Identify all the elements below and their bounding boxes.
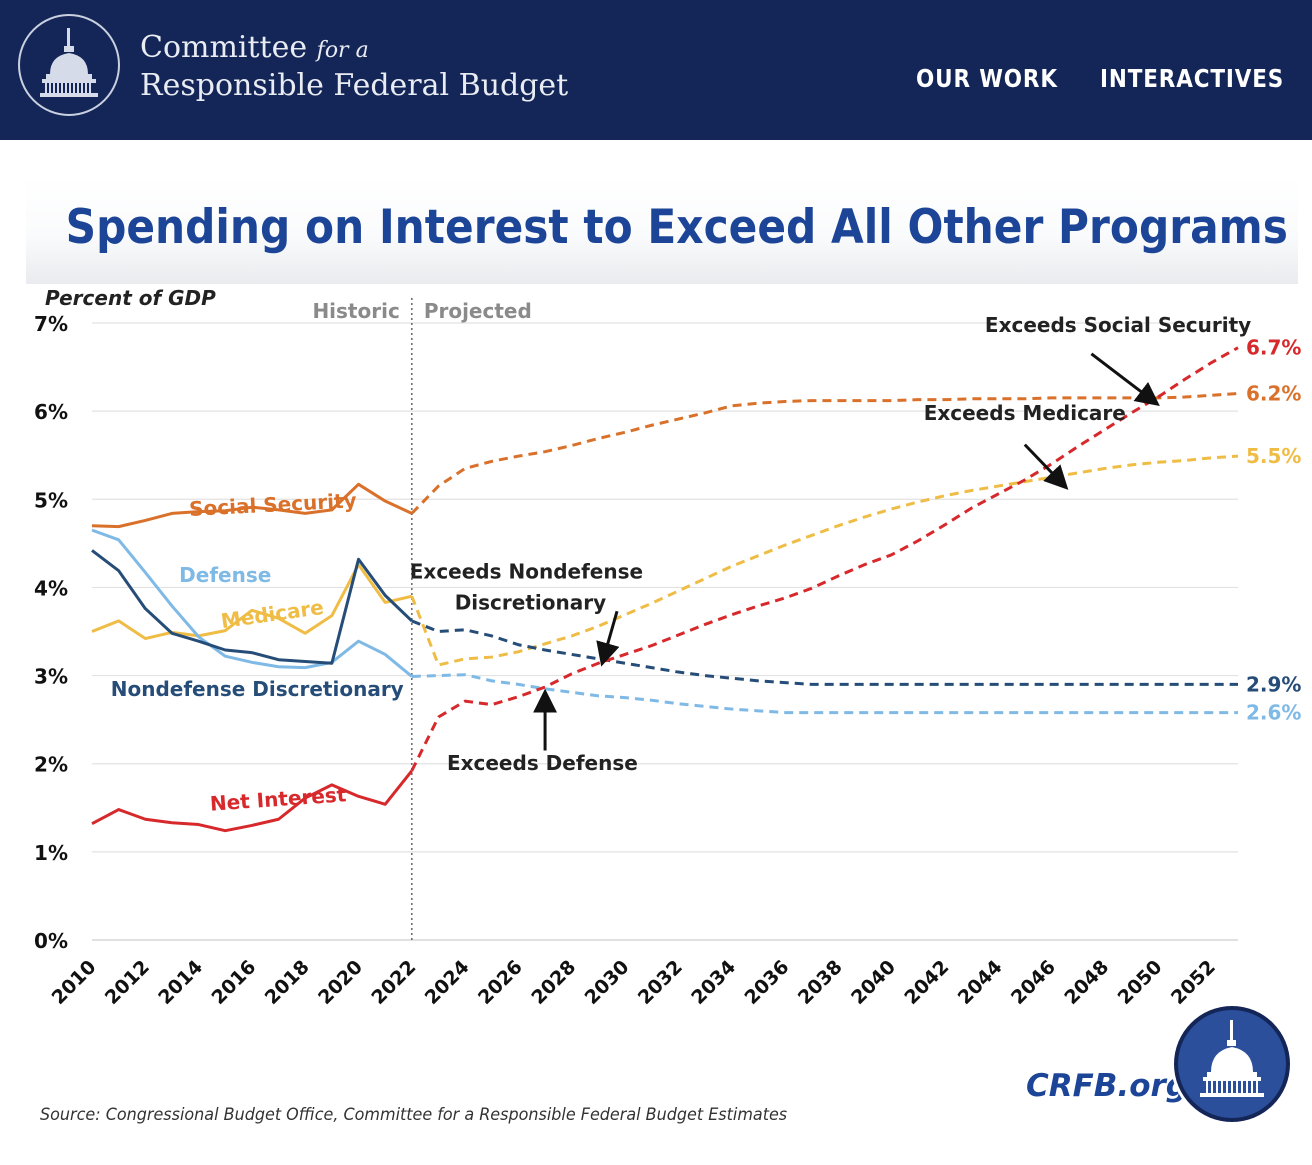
x-tick-label: 2044 bbox=[954, 956, 1007, 1009]
end-label-defense: 2.6% bbox=[1246, 701, 1301, 725]
annotation-text: Exceeds Nondefense bbox=[410, 560, 643, 584]
y-tick-label: 7% bbox=[34, 312, 68, 336]
y-tick-label: 6% bbox=[34, 400, 68, 424]
x-tick-label: 2028 bbox=[527, 956, 580, 1009]
x-tick-label: 2024 bbox=[421, 956, 474, 1009]
x-tick-label: 2016 bbox=[207, 956, 260, 1009]
x-tick-label: 2010 bbox=[48, 956, 101, 1009]
y-axis-label: Percent of GDP bbox=[45, 286, 216, 310]
crfb-url-link[interactable]: CRFB.org bbox=[1026, 1068, 1188, 1104]
annotation-text: Exceeds Medicare bbox=[924, 401, 1126, 425]
x-tick-label: 2022 bbox=[367, 956, 420, 1009]
series-label-social_security: Social Security bbox=[189, 488, 358, 521]
site-header: Committee for a Responsible Federal Budg… bbox=[0, 0, 1312, 140]
org-name-line1: Committee bbox=[140, 30, 308, 65]
y-tick-label: 0% bbox=[34, 929, 68, 953]
series-label-net_interest: Net Interest bbox=[209, 782, 347, 815]
end-label-social_security: 6.2% bbox=[1246, 382, 1301, 406]
nav-our-work[interactable]: OUR WORK bbox=[916, 64, 1058, 93]
capitol-dome-seal-icon bbox=[1170, 1002, 1294, 1126]
x-tick-label: 2030 bbox=[581, 956, 634, 1009]
x-tick-label: 2042 bbox=[900, 956, 953, 1009]
title-band bbox=[26, 176, 1298, 284]
annotation-text: Exceeds Defense bbox=[447, 751, 638, 775]
x-tick-label: 2020 bbox=[314, 956, 367, 1009]
annotation-arrow bbox=[1090, 352, 1160, 407]
series-defense-historic bbox=[91, 528, 413, 678]
projected-label: Projected bbox=[424, 299, 532, 323]
capitol-dome-icon[interactable] bbox=[18, 14, 120, 116]
org-name-line2: Responsible Federal Budget bbox=[140, 68, 569, 103]
series-label-nondefense_discretionary: Nondefense Discretionary bbox=[111, 677, 404, 701]
series-label-defense: Defense bbox=[179, 563, 271, 587]
y-tick-label: 1% bbox=[34, 841, 68, 865]
annotation-text: Discretionary bbox=[455, 591, 606, 615]
y-tick-label: 4% bbox=[34, 576, 68, 600]
x-tick-label: 2026 bbox=[474, 956, 527, 1009]
x-tick-label: 2012 bbox=[101, 956, 154, 1009]
annotation-text: Exceeds Social Security bbox=[985, 313, 1251, 337]
nav-interactives[interactable]: INTERACTIVES bbox=[1100, 64, 1285, 93]
org-name-for-a: for a bbox=[316, 38, 369, 63]
x-tick-label: 2018 bbox=[261, 956, 314, 1009]
series-net_interest-historic bbox=[91, 769, 413, 833]
x-tick-label: 2014 bbox=[154, 956, 207, 1009]
x-tick-label: 2038 bbox=[794, 956, 847, 1009]
x-tick-label: 2052 bbox=[1167, 956, 1220, 1009]
series-defense-projected bbox=[411, 673, 1238, 715]
x-tick-label: 2048 bbox=[1060, 956, 1113, 1009]
series-net_interest-projected bbox=[410, 346, 1239, 772]
annotation-arrow bbox=[596, 610, 620, 667]
series-nondefense_discretionary-projected bbox=[411, 619, 1238, 686]
end-label-net_interest: 6.7% bbox=[1246, 336, 1301, 360]
x-tick-label: 2050 bbox=[1114, 956, 1167, 1009]
y-tick-label: 5% bbox=[34, 488, 68, 512]
x-tick-label: 2040 bbox=[847, 956, 900, 1009]
series-nondefense_discretionary-historic bbox=[91, 549, 413, 665]
source-note: Source: Congressional Budget Office, Com… bbox=[40, 1105, 788, 1125]
x-tick-label: 2046 bbox=[1007, 956, 1060, 1009]
series-social_security-projected bbox=[410, 392, 1239, 515]
x-tick-label: 2034 bbox=[687, 956, 740, 1009]
org-name[interactable]: Committee for a Responsible Federal Budg… bbox=[140, 30, 568, 103]
end-label-nondefense_discretionary: 2.9% bbox=[1246, 672, 1301, 696]
series-social_security-historic bbox=[91, 482, 413, 529]
chart-title: Spending on Interest to Exceed All Other… bbox=[65, 200, 1288, 255]
y-tick-label: 3% bbox=[34, 665, 68, 689]
series-medicare-projected bbox=[410, 454, 1239, 667]
series-label-medicare: Medicare bbox=[219, 595, 325, 633]
end-label-medicare: 5.5% bbox=[1246, 444, 1301, 468]
annotation-arrow bbox=[1023, 443, 1069, 490]
historic-label: Historic bbox=[312, 299, 399, 323]
y-tick-label: 2% bbox=[34, 753, 68, 777]
x-tick-label: 2036 bbox=[741, 956, 794, 1009]
x-tick-label: 2032 bbox=[634, 956, 687, 1009]
